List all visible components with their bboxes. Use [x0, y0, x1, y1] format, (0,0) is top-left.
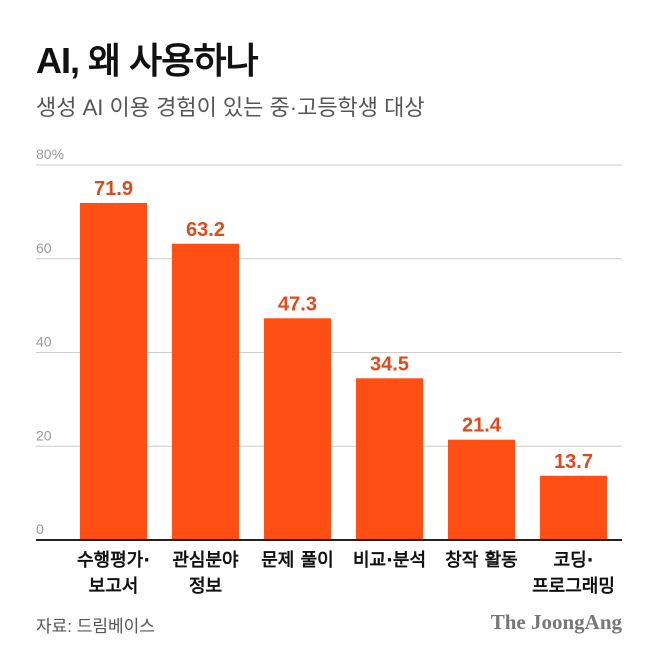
chart-title: AI, 왜 사용하나 — [36, 40, 259, 81]
x-tick-label: 수행평가· — [77, 550, 150, 571]
x-tick-label: 문제 풀이 — [261, 550, 334, 571]
y-tick-label: 60 — [36, 240, 52, 256]
data-label: 34.5 — [370, 353, 409, 375]
x-tick-label: 비교·분석 — [353, 550, 426, 571]
bar — [356, 378, 423, 540]
bar — [448, 439, 515, 540]
y-tick-label: 0 — [36, 521, 44, 537]
bar — [172, 243, 239, 540]
x-tick-label: 관심분야 — [172, 550, 239, 571]
x-tick-label: 코딩· — [554, 550, 594, 571]
y-tick-label: 40 — [36, 334, 52, 350]
y-tick-label: 20 — [36, 427, 52, 443]
data-label: 47.3 — [278, 293, 317, 315]
bar — [264, 318, 331, 540]
bar — [540, 475, 607, 540]
publisher-logo: The JoongAng — [490, 610, 622, 634]
source-note: 자료: 드림베이스 — [36, 617, 155, 636]
x-tick-label: 정보 — [189, 576, 222, 597]
chart-subtitle: 생성 AI 이용 경험이 있는 중·고등학생 대상 — [36, 95, 425, 120]
data-label: 71.9 — [94, 178, 133, 200]
data-label: 13.7 — [554, 451, 593, 473]
x-tick-label: 창작 활동 — [445, 550, 518, 571]
data-label: 21.4 — [462, 415, 502, 437]
x-tick-label: 보고서 — [89, 576, 139, 597]
y-tick-label: 80% — [36, 146, 64, 162]
bar — [80, 202, 147, 540]
data-label: 63.2 — [186, 219, 225, 241]
x-tick-label: 프로그래밍 — [532, 576, 615, 597]
